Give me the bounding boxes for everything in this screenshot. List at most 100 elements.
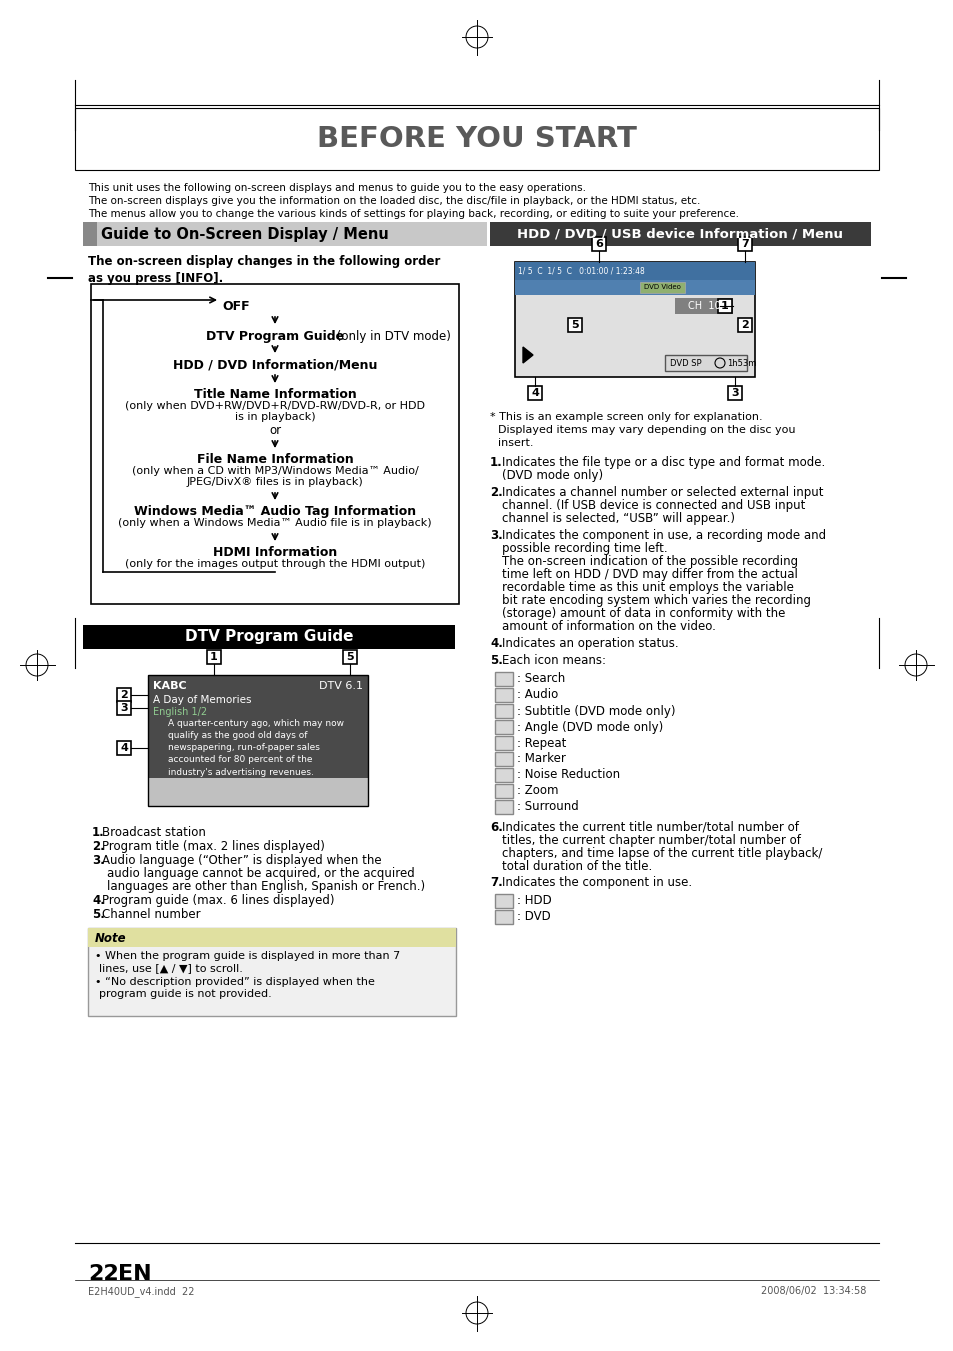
Text: Broadcast station: Broadcast station [102, 825, 206, 839]
Bar [738, 317, 751, 332]
Text: 1.: 1. [490, 457, 502, 469]
Bar [592, 236, 605, 251]
Text: HDD / DVD / USB device Information / Menu: HDD / DVD / USB device Information / Men… [517, 227, 842, 240]
Text: : Angle (DVD mode only): : Angle (DVD mode only) [517, 720, 662, 734]
Text: : Subtitle (DVD mode only): : Subtitle (DVD mode only) [517, 704, 675, 717]
Bar [495, 704, 513, 717]
Text: Note: Note [95, 931, 127, 944]
Text: 1: 1 [210, 653, 217, 662]
Bar [527, 386, 541, 400]
Text: Indicates an operation status.: Indicates an operation status. [501, 638, 678, 650]
Text: KABC: KABC [152, 681, 187, 690]
Text: : DVD: : DVD [517, 911, 550, 924]
Text: 5: 5 [571, 320, 578, 330]
Text: (storage) amount of data in conformity with the: (storage) amount of data in conformity w… [501, 607, 784, 620]
Bar [675, 299, 732, 313]
Text: Indicates the file type or a disc type and format mode.: Indicates the file type or a disc type a… [501, 457, 824, 469]
Text: (only when a Windows Media™ Audio file is in playback): (only when a Windows Media™ Audio file i… [118, 517, 432, 528]
Text: : Surround: : Surround [517, 801, 578, 813]
Text: Program guide (max. 6 lines displayed): Program guide (max. 6 lines displayed) [102, 894, 335, 907]
Text: Indicates the current title number/total number of: Indicates the current title number/total… [501, 821, 798, 834]
Bar [490, 222, 870, 246]
Text: File Name Information: File Name Information [196, 453, 353, 466]
Bar [97, 222, 486, 246]
Text: 2008/06/02  13:34:58: 2008/06/02 13:34:58 [760, 1286, 865, 1296]
Text: DVD SP: DVD SP [669, 358, 700, 367]
Bar [515, 262, 754, 280]
Text: Audio language (“Other” is displayed when the: Audio language (“Other” is displayed whe… [102, 854, 381, 867]
Text: DVD Video: DVD Video [643, 284, 679, 290]
Text: HDMI Information: HDMI Information [213, 546, 336, 559]
Text: 4.: 4. [490, 638, 502, 650]
Text: 2.: 2. [490, 486, 502, 499]
Text: 1.: 1. [91, 825, 105, 839]
Text: 4: 4 [531, 388, 538, 399]
Polygon shape [522, 347, 533, 363]
Text: E2H40UD_v4.indd  22: E2H40UD_v4.indd 22 [88, 1286, 194, 1297]
Bar [83, 626, 455, 648]
Text: languages are other than English, Spanish or French.): languages are other than English, Spanis… [107, 880, 425, 893]
Bar [495, 767, 513, 782]
Bar [495, 720, 513, 734]
Bar [495, 753, 513, 766]
Text: 6.: 6. [490, 821, 502, 834]
Text: 3: 3 [730, 388, 738, 399]
Bar [515, 262, 754, 377]
Bar [495, 784, 513, 798]
Text: time left on HDD / DVD may differ from the actual: time left on HDD / DVD may differ from t… [501, 567, 797, 581]
Text: Guide to On-Screen Display / Menu: Guide to On-Screen Display / Menu [101, 227, 388, 242]
Text: channel is selected, “USB” will appear.): channel is selected, “USB” will appear.) [501, 512, 734, 526]
Text: : Marker: : Marker [517, 753, 565, 766]
Bar [495, 671, 513, 686]
Text: chapters, and time lapse of the current title playback/: chapters, and time lapse of the current … [501, 847, 821, 861]
Text: or: or [269, 424, 281, 436]
Text: OFF: OFF [222, 300, 250, 313]
Text: CH  10: CH 10 [687, 301, 720, 311]
Text: DTV 6.1: DTV 6.1 [318, 681, 363, 690]
Text: titles, the current chapter number/total number of: titles, the current chapter number/total… [501, 834, 800, 847]
Text: recordable time as this unit employs the variable: recordable time as this unit employs the… [501, 581, 793, 594]
Bar [88, 928, 456, 1016]
Bar [88, 928, 456, 947]
Text: 2: 2 [120, 690, 128, 700]
Text: HDD / DVD Information/Menu: HDD / DVD Information/Menu [172, 358, 376, 372]
Bar [148, 676, 368, 778]
Text: The on-screen displays give you the information on the loaded disc, the disc/fil: The on-screen displays give you the info… [88, 196, 700, 205]
Bar [727, 386, 741, 400]
Text: The on-screen display changes in the following order
as you press [INFO].: The on-screen display changes in the fol… [88, 255, 440, 285]
Text: Program title (max. 2 lines displayed): Program title (max. 2 lines displayed) [102, 840, 325, 852]
Text: This unit uses the following on-screen displays and menus to guide you to the ea: This unit uses the following on-screen d… [88, 182, 585, 193]
Text: : Repeat: : Repeat [517, 736, 566, 750]
Text: program guide is not provided.: program guide is not provided. [99, 989, 272, 998]
Bar [495, 736, 513, 750]
Bar [117, 701, 131, 715]
Text: Windows Media™ Audio Tag Information: Windows Media™ Audio Tag Information [133, 505, 416, 517]
Bar [83, 222, 97, 246]
Text: The on-screen indication of the possible recording: The on-screen indication of the possible… [501, 555, 798, 567]
Text: EN: EN [118, 1265, 152, 1283]
Bar [718, 299, 731, 313]
Bar [495, 911, 513, 924]
Bar [148, 676, 368, 807]
Text: The menus allow you to change the various kinds of settings for playing back, re: The menus allow you to change the variou… [88, 209, 739, 219]
Text: * This is an example screen only for explanation.: * This is an example screen only for exp… [490, 412, 761, 422]
Text: insert.: insert. [497, 438, 533, 449]
Text: DTV Program Guide: DTV Program Guide [206, 330, 344, 343]
Text: : Noise Reduction: : Noise Reduction [517, 769, 619, 781]
Bar [738, 236, 751, 251]
Text: 7: 7 [740, 239, 748, 249]
Bar [207, 650, 221, 663]
Text: (only in DTV mode): (only in DTV mode) [333, 330, 451, 343]
Text: 2.: 2. [91, 840, 105, 852]
Text: (only when DVD+RW/DVD+R/DVD-RW/DVD-R, or HDD: (only when DVD+RW/DVD+R/DVD-RW/DVD-R, or… [125, 401, 424, 411]
Text: (DVD mode only): (DVD mode only) [501, 469, 602, 482]
Bar [117, 688, 131, 703]
Text: 1: 1 [720, 301, 728, 311]
Text: audio language cannot be acquired, or the acquired: audio language cannot be acquired, or th… [107, 867, 415, 880]
Bar [495, 894, 513, 908]
Text: total duration of the title.: total duration of the title. [501, 861, 652, 873]
Text: Title Name Information: Title Name Information [193, 388, 356, 401]
Text: 5.: 5. [91, 908, 105, 921]
Text: DTV Program Guide: DTV Program Guide [185, 630, 353, 644]
Bar [148, 778, 368, 807]
